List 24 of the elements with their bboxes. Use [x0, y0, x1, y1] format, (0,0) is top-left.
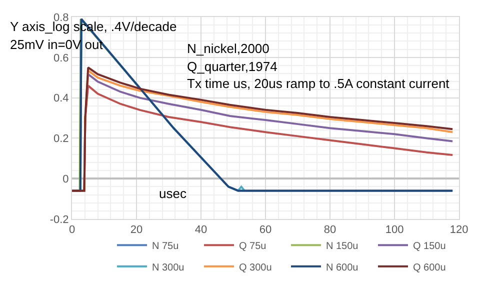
x-tick-label: 20 — [130, 224, 143, 236]
legend-label: N 75u — [152, 240, 179, 252]
legend-label: N 150u — [326, 240, 358, 252]
y-tick-label: 0.8 — [54, 12, 69, 24]
y-tick-label: 0.4 — [54, 92, 69, 105]
y-tick-label: -0.2 — [50, 214, 69, 226]
legend-label: Q 600u — [413, 262, 446, 274]
y-tick-label: 0 — [62, 173, 69, 186]
annotation: Q_quarter,1974 — [187, 59, 278, 74]
x-axis-title: usec — [159, 186, 187, 201]
annotation: Tx time us, 20us ramp to .5A constant current — [187, 76, 450, 91]
legend-label: N 300u — [152, 262, 184, 274]
x-tick-label: 40 — [194, 224, 208, 236]
x-tick-label: 120 — [450, 224, 468, 236]
legend-label: Q 300u — [239, 262, 272, 274]
x-tick-label: 60 — [259, 224, 272, 236]
legend-label: Q 75u — [239, 240, 266, 252]
y-tick-label: 0.2 — [54, 133, 69, 146]
x-tick-label: 100 — [385, 224, 404, 236]
y-tick-label: 0.6 — [54, 52, 69, 64]
x-tick-label: 80 — [324, 224, 336, 236]
annotation: N_nickel,2000 — [187, 41, 270, 56]
legend-label: N 600u — [326, 262, 358, 274]
legend-label: Q 150u — [413, 240, 446, 252]
